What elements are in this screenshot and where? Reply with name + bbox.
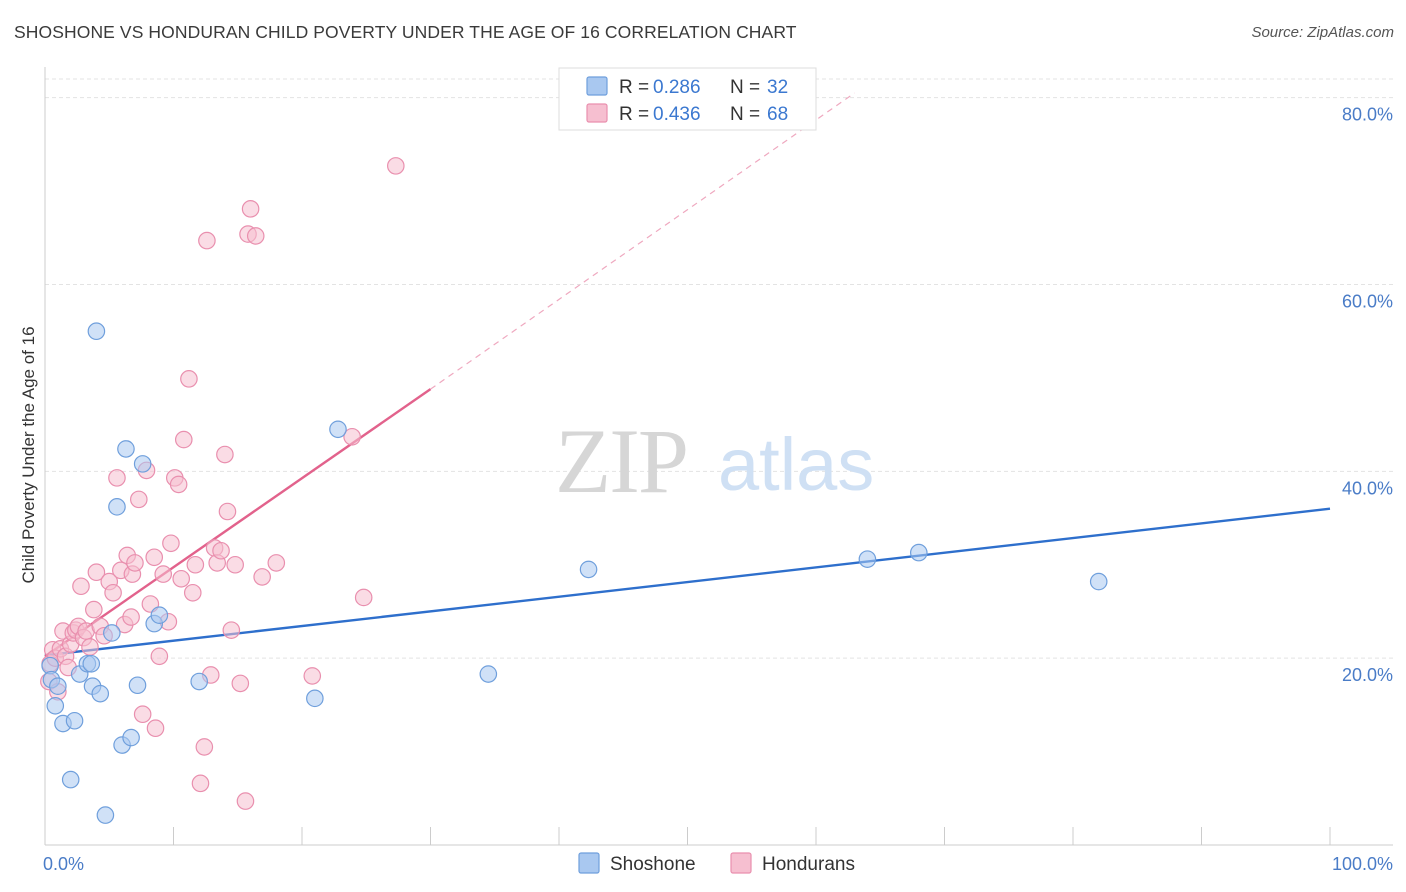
- point-hondurans-29: [126, 554, 144, 572]
- bottom-legend-shoshone: Shoshone: [610, 854, 696, 875]
- y-tick-label-3: 80.0%: [1342, 105, 1393, 125]
- point-hondurans-54: [216, 445, 234, 464]
- point-hondurans-22: [104, 583, 122, 602]
- point-hondurans-48: [195, 738, 214, 756]
- point-hondurans-49: [198, 231, 216, 250]
- grid-lines: [45, 78, 1393, 659]
- legend-r-value-1: 0.286: [653, 77, 701, 98]
- point-shoshone-20: [133, 455, 152, 473]
- point-hondurans-47: [191, 774, 210, 793]
- chart-title: SHOSHONE VS HONDURAN CHILD POVERTY UNDER…: [14, 22, 797, 42]
- point-shoshone-2: [46, 697, 65, 715]
- point-shoshone-19: [128, 676, 147, 695]
- point-hondurans-61: [241, 200, 260, 218]
- point-hondurans-67: [354, 588, 373, 607]
- point-hondurans-62: [246, 227, 265, 245]
- point-hondurans-34: [145, 548, 164, 567]
- legend-n-label-2: N =: [730, 104, 760, 125]
- point-hondurans-46: [186, 555, 205, 574]
- point-hondurans-13: [72, 577, 90, 596]
- legend-swatch-shoshone: [586, 76, 608, 96]
- point-shoshone-29: [909, 543, 928, 562]
- bottom-legend-swatch-shoshone: [578, 852, 600, 874]
- point-hondurans-66: [343, 427, 361, 446]
- point-hondurans-41: [169, 475, 188, 494]
- point-hondurans-36: [150, 647, 169, 666]
- point-shoshone-9: [82, 654, 101, 673]
- watermark: ZIP atlas: [555, 410, 874, 512]
- point-hondurans-37: [154, 565, 173, 583]
- point-hondurans-16: [81, 638, 99, 656]
- point-shoshone-22: [150, 606, 169, 624]
- trend-line-hondurans: [44, 388, 432, 658]
- source-label: Source: ZipAtlas.com: [1251, 24, 1394, 41]
- point-shoshone-28: [858, 550, 877, 568]
- point-hondurans-42: [172, 569, 191, 588]
- point-hondurans-64: [267, 554, 286, 572]
- point-hondurans-39: [162, 534, 180, 553]
- legend-r-label-1: R =: [619, 77, 649, 98]
- point-shoshone-24: [306, 689, 324, 708]
- point-hondurans-44: [180, 370, 198, 388]
- point-shoshone-30: [1089, 572, 1108, 591]
- point-shoshone-27: [579, 560, 598, 579]
- trend-line-shoshone: [44, 507, 1331, 657]
- point-hondurans-45: [183, 583, 202, 602]
- point-hondurans-30: [130, 490, 148, 509]
- watermark-zip: ZIP: [555, 410, 687, 512]
- point-hondurans-31: [133, 705, 152, 724]
- data-points: [40, 157, 1108, 824]
- point-shoshone-6: [65, 711, 84, 730]
- point-hondurans-57: [226, 555, 244, 574]
- bottom-legend-swatch-hondurans: [730, 852, 752, 874]
- point-shoshone-15: [108, 498, 126, 516]
- point-hondurans-17: [85, 600, 103, 619]
- y-axis-label: Child Poverty Under the Age of 16: [19, 326, 38, 583]
- tick-labels: 20.0% 40.0% 60.0% 80.0% 0.0% 100.0%: [43, 105, 1393, 874]
- point-shoshone-11: [87, 322, 106, 341]
- point-shoshone-25: [329, 420, 347, 439]
- point-hondurans-43: [174, 430, 193, 449]
- legend-r-label-2: R =: [619, 104, 649, 125]
- x-tick-label-1: 100.0%: [1332, 854, 1393, 874]
- point-hondurans-35: [146, 719, 165, 738]
- x-tick-label-0: 0.0%: [43, 854, 84, 874]
- point-hondurans-55: [218, 502, 237, 521]
- y-tick-label-1: 40.0%: [1342, 478, 1393, 498]
- point-shoshone-14: [103, 624, 121, 642]
- axes: [44, 67, 1393, 846]
- watermark-atlas: atlas: [718, 423, 874, 506]
- point-hondurans-18: [87, 563, 106, 582]
- bottom-legend: Shoshone Hondurans: [578, 852, 855, 875]
- point-shoshone-26: [479, 665, 498, 683]
- point-shoshone-12: [91, 684, 110, 703]
- legend-n-value-2: 68: [767, 104, 788, 125]
- legend-n-label-1: N =: [730, 77, 760, 98]
- point-hondurans-27: [122, 608, 140, 626]
- y-tick-label-2: 60.0%: [1342, 292, 1393, 312]
- point-hondurans-65: [303, 667, 322, 685]
- point-shoshone-18: [122, 728, 140, 747]
- legend-box: R = 0.286 N = 32 R = 0.436 N = 68: [558, 67, 817, 131]
- legend-swatch-hondurans: [586, 103, 608, 123]
- y-tick-label-0: 20.0%: [1342, 665, 1393, 685]
- point-hondurans-53: [212, 541, 230, 560]
- trend-lines: [44, 92, 1331, 658]
- point-shoshone-23: [190, 672, 208, 691]
- point-hondurans-63: [253, 568, 271, 586]
- point-hondurans-56: [222, 621, 241, 639]
- legend-r-value-2: 0.436: [653, 104, 701, 125]
- point-shoshone-5: [61, 770, 80, 789]
- point-hondurans-68: [387, 157, 405, 175]
- point-hondurans-23: [108, 469, 126, 487]
- point-shoshone-3: [49, 677, 67, 695]
- point-shoshone-17: [117, 440, 135, 458]
- trend-line-hondurans-extension: [430, 92, 855, 390]
- point-hondurans-58: [231, 674, 250, 693]
- point-shoshone-13: [96, 806, 115, 824]
- bottom-legend-hondurans: Hondurans: [762, 854, 855, 875]
- point-hondurans-59: [236, 792, 255, 810]
- legend-n-value-1: 32: [767, 77, 788, 98]
